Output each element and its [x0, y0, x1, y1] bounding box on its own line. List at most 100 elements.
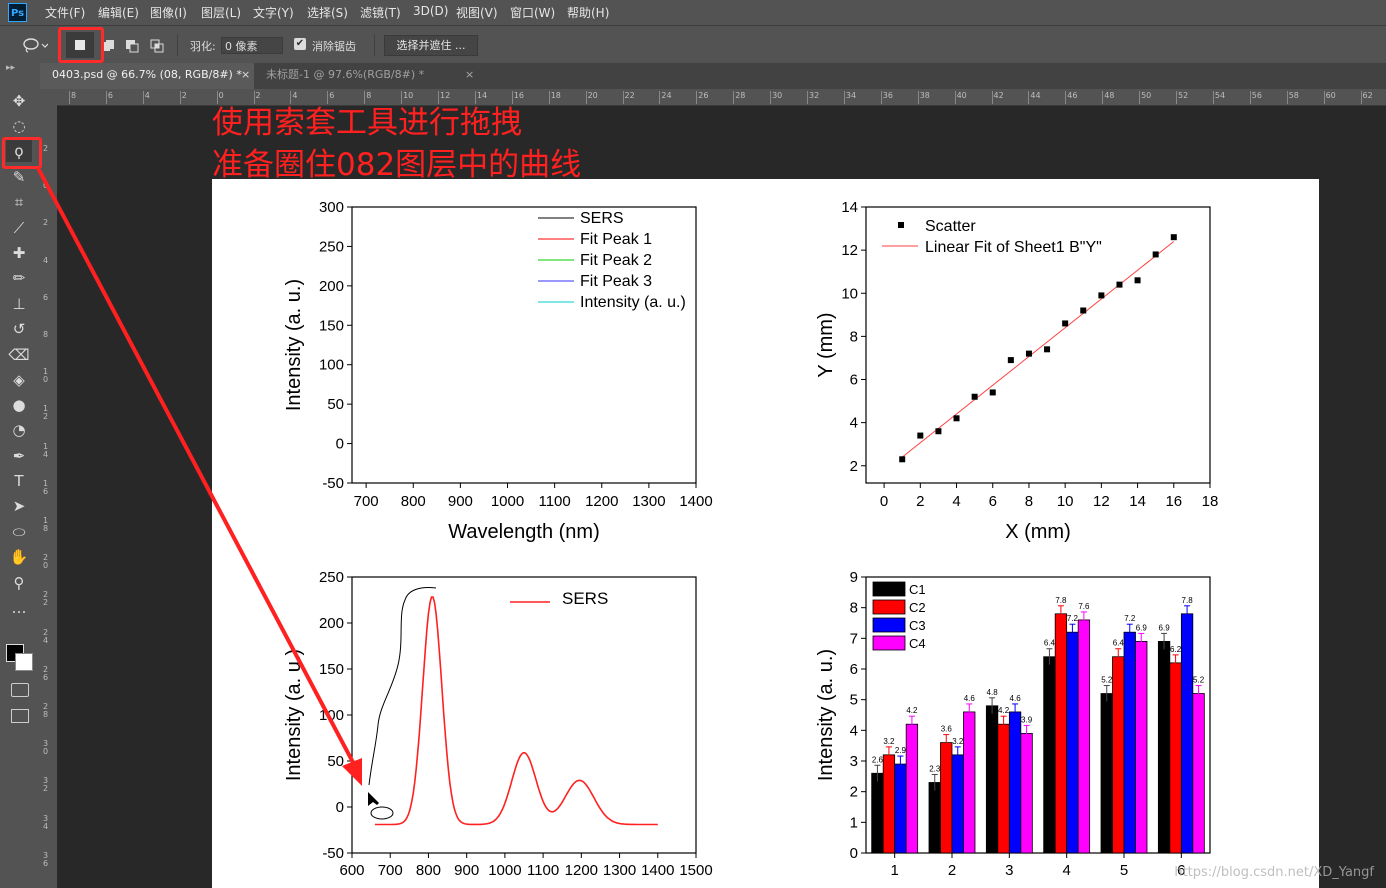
menu-item-5[interactable]: 选择(S) — [307, 6, 348, 20]
move-icon[interactable]: ✥ — [12, 92, 26, 110]
menu-item-8[interactable]: 视图(V) — [456, 6, 498, 20]
history-brush-icon[interactable]: ↺ — [12, 320, 26, 338]
subtract-from-selection-icon[interactable] — [125, 38, 139, 53]
new-selection-mode-icon[interactable] — [66, 32, 94, 58]
ruler-label: 50 — [1141, 91, 1152, 100]
menu-item-0[interactable]: 文件(F) — [45, 6, 86, 20]
menu-item-1[interactable]: 编辑(E) — [98, 6, 139, 20]
ruler-label: 2 — [43, 144, 49, 153]
tab-untitled-1[interactable]: 未标题-1 @ 97.6%(RGB/8#) * — [266, 68, 425, 81]
menu-item-9[interactable]: 窗口(W) — [510, 6, 556, 20]
ruler-tick — [585, 91, 587, 104]
eraser-icon[interactable]: ⌫ — [8, 346, 30, 364]
antialias-label: 消除锯齿 — [312, 40, 356, 53]
ruler-label: 4 — [144, 91, 150, 100]
ruler-tick — [253, 91, 255, 104]
quick-mask-icon[interactable] — [11, 683, 29, 697]
ruler-tick — [696, 91, 698, 104]
ruler-label: 26 — [698, 91, 709, 100]
menu-item-10[interactable]: 帮助(H) — [567, 6, 610, 20]
ruler-tick — [954, 91, 956, 104]
path-select-icon[interactable]: ➤ — [12, 497, 26, 515]
dodge-icon[interactable]: ◔ — [12, 421, 26, 439]
ellipse-icon[interactable]: ⬭ — [12, 523, 26, 541]
screen-mode-icon[interactable] — [11, 709, 29, 723]
tab-close-icon[interactable]: × — [241, 68, 251, 81]
ruler-tick — [511, 91, 513, 104]
ruler-tick — [770, 91, 772, 104]
more-tools-icon[interactable]: … — [11, 599, 27, 617]
ruler-label: 4 — [292, 91, 298, 100]
ruler-label: 38 — [919, 91, 930, 100]
menu-item-3[interactable]: 图层(L) — [201, 6, 242, 20]
lasso-preset-icon[interactable] — [22, 37, 49, 57]
type-icon[interactable]: T — [14, 472, 24, 490]
ruler-label: 18 — [550, 91, 561, 100]
ruler-tick — [290, 91, 292, 104]
ruler-label: 14 — [476, 91, 488, 100]
ruler-tick — [1176, 91, 1177, 104]
brush-icon[interactable]: ✏ — [12, 269, 26, 287]
menu-bar: Ps 文件(F) 编辑(E) 图像(I) 图层(L) 文字(Y) 选择(S) 滤镜(T) 3D… — [0, 0, 1386, 25]
ruler-label: 8 — [43, 330, 49, 339]
ruler-label: 24 — [43, 627, 49, 645]
paint-bucket-icon[interactable]: ◈ — [13, 371, 25, 389]
options-bar: 羽化: 0 像素 ✔ 消除锯齿 选择并遮住 ... — [0, 25, 1386, 63]
ruler-label: 28 — [735, 91, 746, 100]
feather-input[interactable]: 0 像素 — [221, 37, 283, 54]
ruler-label: 6 — [329, 91, 335, 100]
vertical-ruler: 2 0 2 4 6 8 10 12 14 16 18 20 22 24 26 28 30 32 34 36 — [40, 89, 57, 888]
lasso-icon[interactable]: ϙ — [6, 140, 32, 162]
ruler-label: 30 — [43, 739, 49, 757]
menu-item-7[interactable]: 3D(D) — [413, 4, 449, 18]
collapse-icon[interactable]: ▸▸ — [6, 63, 16, 73]
ruler-tick — [69, 91, 70, 104]
ruler-tick — [548, 91, 550, 104]
tab-0403-psd[interactable]: 0403.psd @ 66.7% (08, RGB/8#) * — [40, 63, 254, 89]
ruler-label: 10 — [403, 91, 414, 100]
ruler-tick — [142, 91, 144, 104]
ruler-tick — [327, 91, 329, 104]
menu-item-4[interactable]: 文字(Y) — [253, 6, 294, 20]
background-color-swatch[interactable] — [15, 653, 33, 671]
ruler-label: 12 — [440, 91, 451, 100]
crop-icon[interactable]: ⌗ — [14, 193, 24, 211]
menu-item-6[interactable]: 滤镜(T) — [360, 6, 401, 20]
ruler-label: 30 — [772, 91, 783, 100]
eyedropper-icon[interactable]: ⟋ — [13, 219, 25, 237]
ruler-label: 20 — [43, 553, 49, 571]
pen-icon[interactable]: ✒ — [12, 447, 26, 465]
ruler-label: 36 — [882, 91, 893, 100]
antialias-checkbox[interactable]: ✔ — [294, 38, 306, 50]
ruler-label: 18 — [43, 516, 49, 533]
ruler-tick — [659, 91, 661, 104]
ruler-label: 60 — [1325, 91, 1336, 100]
ruler-label: 32 — [809, 91, 820, 100]
document-canvas[interactable] — [212, 179, 1319, 888]
stamp-icon[interactable]: ⊥ — [12, 295, 26, 313]
add-to-selection-icon[interactable] — [101, 38, 114, 51]
blur-icon[interactable]: ● — [12, 396, 26, 414]
ruler-label: 48 — [1104, 91, 1115, 100]
ruler-tick — [1249, 91, 1251, 104]
ruler-label: 12 — [43, 404, 49, 422]
ruler-tick — [807, 91, 808, 104]
ruler-label: 20 — [587, 91, 598, 100]
menu-item-2[interactable]: 图像(I) — [150, 6, 187, 20]
healing-icon[interactable]: ✚ — [12, 244, 26, 262]
tab-close-icon[interactable]: × — [465, 68, 475, 81]
marquee-icon[interactable]: ◌ — [12, 117, 26, 135]
quick-select-icon[interactable]: ✎ — [12, 168, 26, 186]
ruler-tick — [438, 91, 439, 104]
intersect-selection-icon[interactable] — [150, 38, 164, 53]
ruler-tick — [1212, 91, 1214, 104]
ruler-label: 58 — [1288, 91, 1299, 100]
hand-icon[interactable]: ✋ — [9, 548, 29, 566]
horizontal-ruler: 8 6 4 2 0 2 4 6 8 10 12 14 16 18 20 22 24 26 28 30 32 34 36 38 4… — [57, 89, 1386, 106]
ruler-tick — [843, 91, 845, 104]
highlight-lasso-tool-box — [2, 137, 42, 169]
ruler-label: 10 — [43, 367, 49, 385]
ruler-label: 16 — [513, 91, 524, 100]
zoom-icon[interactable]: ⚲ — [13, 574, 25, 592]
select-and-mask-button[interactable]: 选择并遮住 ... — [384, 35, 478, 56]
